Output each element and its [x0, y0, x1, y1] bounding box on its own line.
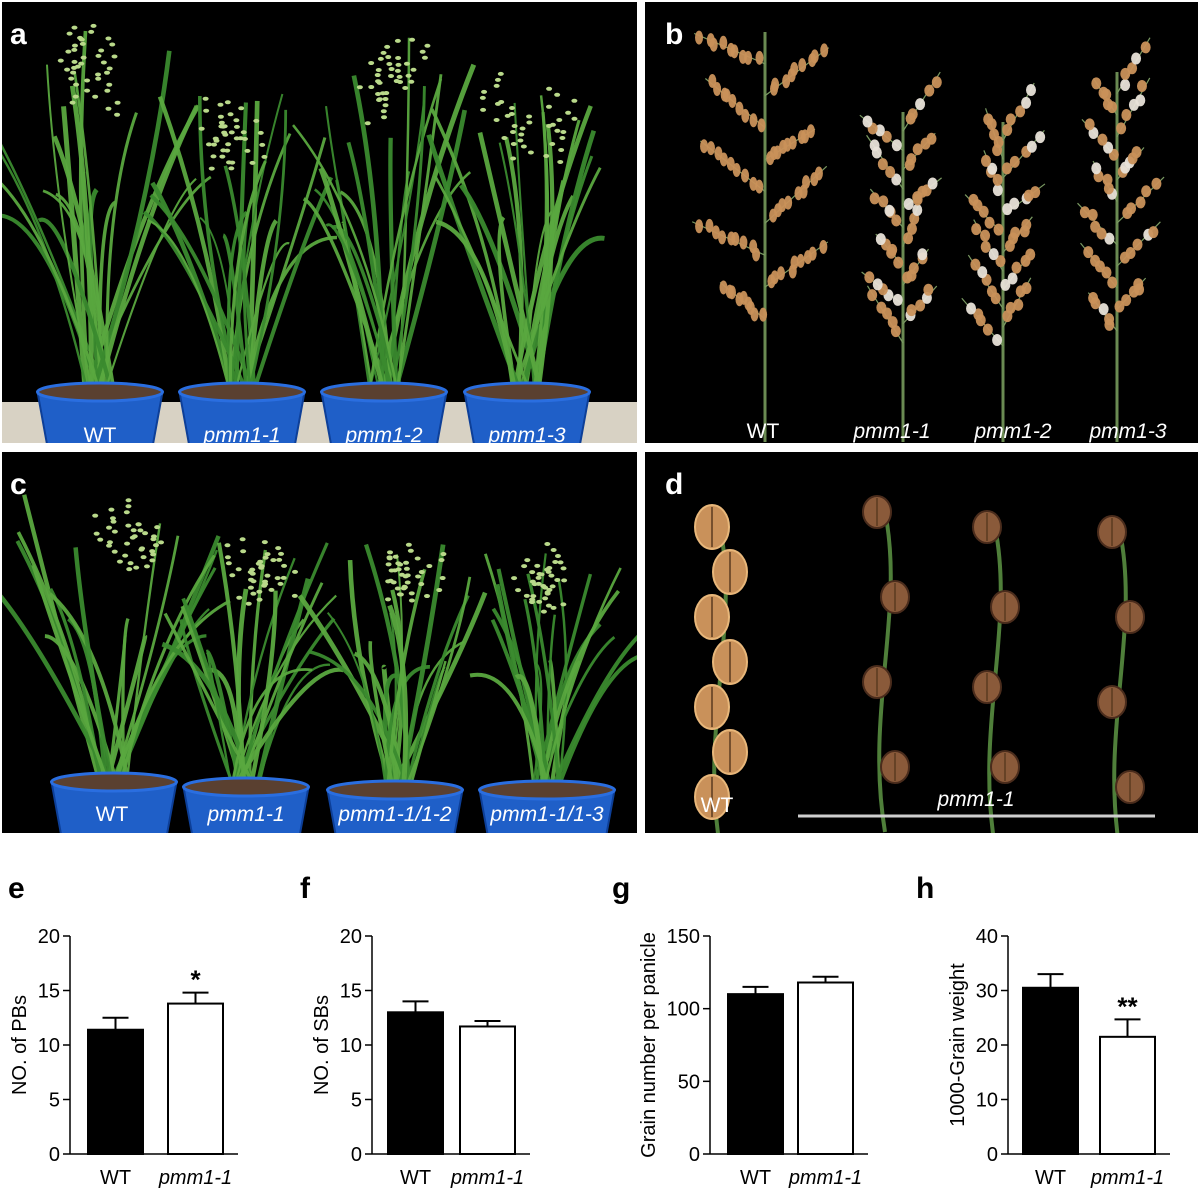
rice-plant-icon: [2, 494, 637, 833]
y-axis-label: NO. of PBs: [9, 995, 31, 1095]
rice-plant: [142, 93, 338, 443]
caption-c-pmm1-1-1-3: pmm1-1/1-3: [490, 803, 604, 826]
caption-c-pmm1-1-1-2: pmm1-1/1-2: [338, 803, 452, 826]
rice-plant: [469, 541, 637, 833]
y-tick-label: 10: [340, 1035, 362, 1057]
caption-d-pmm1-1: pmm1-1: [937, 788, 1015, 811]
caption-d-wt: WT: [700, 794, 734, 817]
x-tick-label: pmm1-1: [158, 1167, 232, 1188]
rice-plant: [2, 23, 212, 443]
y-tick-label: 15: [38, 981, 60, 1003]
bar-pmm1-1: [1099, 1035, 1156, 1155]
rice-grain-stem: [1097, 515, 1145, 833]
rice-grain-icon: [694, 495, 1155, 833]
rice-grain-stem: [694, 504, 748, 833]
x-tick-label: WT: [400, 1167, 431, 1188]
rice-plant-icon: [2, 23, 637, 443]
y-axis-label: NO. of SBs: [311, 995, 333, 1095]
caption-b-pmm1-2: pmm1-2: [974, 420, 1052, 443]
caption-a-pmm1-3: pmm1-3: [488, 424, 566, 443]
rice-panicle: [961, 82, 1046, 442]
y-tick-label: 0: [49, 1144, 60, 1166]
y-tick-label: 5: [49, 1090, 60, 1112]
bar-pmm1-1: [459, 1025, 516, 1155]
x-tick-label: pmm1-1: [788, 1167, 862, 1188]
caption-b-pmm1-3: pmm1-3: [1089, 420, 1167, 443]
chart-h-svg: 0 10 20 30 40 1000-Grain weight WT ** pmm1-1: [947, 926, 1170, 1189]
y-tick-label: 5: [351, 1090, 362, 1112]
caption-a-wt: WT: [83, 424, 117, 443]
bar-wt: [387, 1011, 444, 1155]
rice-panicle: [859, 71, 942, 442]
bar-pmm1-1: [167, 1002, 224, 1155]
x-tick-label: pmm1-1: [450, 1167, 524, 1188]
bar-wt: [727, 993, 784, 1155]
y-tick-label: 0: [351, 1144, 362, 1166]
x-tick-label: WT: [740, 1167, 771, 1188]
bar-wt: [87, 1028, 144, 1156]
y-tick-label: 10: [38, 1035, 60, 1057]
caption-a-pmm1-1: pmm1-1: [203, 424, 281, 443]
panel-label-d: d: [665, 468, 684, 501]
y-tick-label: 100: [667, 999, 700, 1021]
y-tick-label: 30: [976, 981, 998, 1003]
y-tick-label: 15: [340, 981, 362, 1003]
y-tick-label: 20: [976, 1035, 998, 1057]
x-tick-label: pmm1-1: [1090, 1167, 1164, 1188]
rice-panicle: [691, 30, 830, 442]
panel-label-e: e: [8, 872, 25, 905]
significance-marker: **: [1117, 991, 1138, 1021]
chart-e-svg: 0 5 10 15 20 NO. of PBs WT * pmm1-1: [9, 926, 238, 1189]
panel-d-photo: d WT pmm1-1: [645, 452, 1198, 833]
x-tick-label: WT: [100, 1167, 131, 1188]
panel-label-g: g: [612, 872, 631, 905]
x-tick-label: WT: [1035, 1167, 1066, 1188]
panel-b-photo: b WT pmm1-1 pmm1-2 pmm1-3: [645, 2, 1198, 443]
y-tick-label: 40: [976, 926, 998, 948]
significance-marker: *: [190, 965, 201, 995]
y-tick-label: 20: [38, 926, 60, 948]
panel-label-f: f: [300, 872, 310, 905]
rice-panicle: [1077, 37, 1165, 442]
panel-label-c: c: [10, 468, 27, 501]
chart-f-svg: 0 5 10 15 20 NO. of SBs WT pmm1-1: [311, 926, 530, 1189]
rice-panicle-icon: [691, 30, 1165, 442]
bar-pmm1-1: [797, 981, 854, 1155]
rice-grain-stem: [862, 495, 910, 833]
y-axis-label: 1000-Grain weight: [947, 963, 969, 1127]
rice-plant: [297, 542, 488, 833]
y-tick-label: 0: [689, 1144, 700, 1166]
panel-label-a: a: [10, 18, 27, 51]
y-tick-label: 20: [340, 926, 362, 948]
chart-g-svg: 0 50 100 150 Grain number per panicle WT pmm1-…: [638, 926, 868, 1189]
panel-label-b: b: [665, 18, 684, 51]
chart-g: 0 50 100 150 Grain number per panicle WT pmm1-…: [600, 900, 900, 1189]
panel-c-photo: c WT pmm1-1 pmm1-1/1-2 pmm1-1/1-3: [2, 452, 637, 833]
caption-a-pmm1-2: pmm1-2: [345, 424, 423, 443]
panel-a-photo: a WT pmm1-1 pmm1-2 pmm1-3: [2, 2, 637, 443]
caption-c-pmm1-1: pmm1-1: [207, 803, 285, 826]
caption-b-pmm1-1: pmm1-1: [853, 420, 931, 443]
chart-f: 0 5 10 15 20 NO. of SBs WT pmm1-1: [300, 900, 600, 1189]
chart-h: 0 10 20 30 40 1000-Grain weight WT ** pmm1-1: [900, 900, 1200, 1189]
y-tick-label: 10: [976, 1090, 998, 1112]
caption-c-wt: WT: [95, 803, 129, 826]
y-tick-label: 150: [667, 926, 700, 948]
rice-grain-stem: [972, 510, 1020, 833]
caption-b-wt: WT: [746, 420, 780, 443]
rice-plant: [161, 537, 344, 833]
panel-label-h: h: [916, 872, 935, 905]
bar-wt: [1022, 986, 1079, 1156]
y-tick-label: 50: [678, 1071, 700, 1093]
chart-e: 0 5 10 15 20 NO. of PBs WT * pmm1-1: [0, 900, 300, 1189]
y-tick-label: 0: [987, 1144, 998, 1166]
y-axis-label: Grain number per panicle: [638, 932, 660, 1158]
rice-plant: [426, 71, 605, 443]
rice-plant: [292, 37, 477, 443]
